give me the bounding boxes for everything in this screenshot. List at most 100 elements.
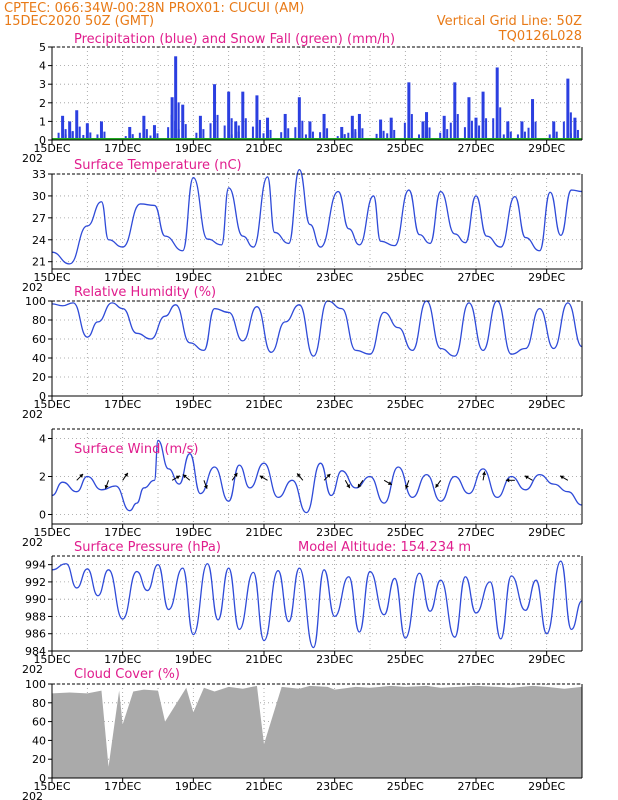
panel-title: Precipitation (blue) and Snow Fall (gree… bbox=[74, 32, 395, 47]
x-tick-label: 25DEC bbox=[387, 398, 424, 411]
x-tick-label: 23DEC bbox=[316, 780, 353, 793]
panel-title: Surface Temperature (nC) bbox=[74, 158, 242, 173]
wind-arrow bbox=[182, 474, 191, 481]
precip-bar bbox=[481, 91, 485, 140]
header-run-time: 15DEC2020 50Z (GMT) bbox=[4, 14, 154, 29]
x-tick-label: 29DEC bbox=[528, 780, 565, 793]
x-tick-label: 23DEC bbox=[316, 142, 353, 155]
precip-bar bbox=[283, 113, 287, 140]
panel-title: Surface Pressure (hPa) bbox=[74, 540, 221, 555]
precip-bar bbox=[421, 131, 424, 140]
panel-title: Relative Humidity (%) bbox=[74, 285, 216, 300]
precip-bar bbox=[103, 131, 106, 140]
precip-bar bbox=[301, 120, 304, 140]
wind-arrow bbox=[405, 480, 410, 489]
precip-bar bbox=[499, 107, 502, 140]
y-tick-label: 990 bbox=[25, 593, 46, 606]
wind-arrow bbox=[171, 475, 181, 481]
wind-arrow bbox=[344, 480, 351, 489]
precip-bar bbox=[181, 104, 185, 140]
header-grid-note: Vertical Grid Line: 50Z bbox=[437, 14, 582, 29]
y-tick-label: 100 bbox=[25, 678, 46, 691]
wind-arrow bbox=[383, 479, 393, 486]
x-tick-label: 15DEC bbox=[33, 653, 70, 666]
precip-bar bbox=[241, 91, 245, 140]
precip-bar bbox=[470, 120, 473, 140]
precip-bar bbox=[350, 115, 354, 140]
precip-bar bbox=[61, 115, 65, 140]
precip-bar bbox=[255, 95, 259, 140]
precip-bar bbox=[244, 118, 247, 140]
x-tick-label: 15DEC bbox=[33, 526, 70, 539]
x-year-stub: 202 bbox=[22, 152, 43, 165]
x-tick-label: 27DEC bbox=[457, 398, 494, 411]
precip-bar bbox=[287, 128, 290, 140]
y-tick-label: 60 bbox=[32, 333, 46, 346]
x-tick-label: 15DEC bbox=[33, 142, 70, 155]
precip-bar bbox=[340, 126, 344, 140]
precip-bar bbox=[375, 133, 378, 140]
wind-arrow-head bbox=[203, 484, 208, 489]
wind-series-line bbox=[51, 439, 583, 514]
precip-bar bbox=[418, 134, 420, 140]
x-tick-label: 29DEC bbox=[528, 398, 565, 411]
wind-arrow-head bbox=[346, 484, 350, 489]
precip-bar bbox=[478, 125, 481, 140]
precip-bar bbox=[294, 127, 297, 140]
x-tick-label: 25DEC bbox=[387, 526, 424, 539]
precip-bar bbox=[442, 115, 446, 140]
precip-bar bbox=[223, 125, 226, 140]
precip-bar bbox=[386, 133, 389, 140]
precip-bar bbox=[251, 126, 254, 140]
wind-arrow bbox=[104, 480, 110, 489]
x-tick-label: 29DEC bbox=[528, 271, 565, 284]
wind-arrow-head bbox=[435, 483, 440, 488]
precip-bar bbox=[576, 129, 579, 140]
precip-bar bbox=[569, 133, 572, 140]
precip-bar bbox=[145, 129, 148, 140]
precip-bar bbox=[495, 67, 499, 140]
precip-bar bbox=[149, 135, 152, 140]
wind-arrow-head bbox=[297, 473, 301, 478]
precip-bar bbox=[425, 112, 429, 140]
wind-arrow-head bbox=[79, 473, 84, 478]
precip-bar bbox=[463, 127, 466, 140]
precip-bar bbox=[230, 118, 233, 140]
precip-bar bbox=[202, 129, 205, 140]
precip-bar bbox=[502, 134, 505, 140]
y-tick-label: 20 bbox=[32, 371, 46, 384]
x-tick-label: 21DEC bbox=[245, 142, 282, 155]
precip-bar bbox=[382, 130, 385, 140]
precip-bar bbox=[389, 117, 393, 140]
precip-bar bbox=[280, 132, 283, 140]
precip-bar bbox=[548, 134, 551, 140]
x-tick-label: 27DEC bbox=[457, 526, 494, 539]
y-tick-label: 40 bbox=[32, 352, 46, 365]
panel-temp: 21 24 27 30 33 15DEC 17DEC 19DEC 21DEC 23DEC 25DEC… bbox=[22, 158, 583, 294]
y-tick-label: 0 bbox=[39, 509, 46, 522]
precip-bar bbox=[456, 114, 459, 140]
wind-arrow bbox=[296, 473, 304, 481]
wind-arrow-head bbox=[233, 472, 238, 477]
precip-bar bbox=[393, 129, 396, 140]
wind-arrow-head bbox=[560, 475, 565, 480]
panel-cloud: 0 20 40 60 80 100 15DEC 17DEC 19DEC 21DEC 23DEC 25D… bbox=[22, 667, 583, 800]
precip-bar bbox=[230, 134, 233, 140]
wind-arrow-head bbox=[259, 475, 264, 480]
precip-bar bbox=[170, 114, 173, 140]
x-tick-label: 19DEC bbox=[175, 780, 212, 793]
precip-bar bbox=[177, 129, 180, 140]
precip-bar bbox=[138, 132, 141, 140]
precip-bar bbox=[128, 126, 132, 140]
precip-bar bbox=[152, 125, 156, 140]
precip-bar bbox=[99, 121, 103, 140]
precip-bar bbox=[85, 123, 89, 140]
precip-bar bbox=[96, 134, 99, 140]
wind-arrow bbox=[357, 480, 364, 488]
precip-bar bbox=[326, 128, 329, 140]
y-tick-label: 988 bbox=[25, 610, 46, 623]
precip-bar bbox=[343, 134, 346, 140]
wind-arrow-head bbox=[405, 484, 409, 489]
precip-bar bbox=[216, 114, 219, 140]
x-tick-label: 21DEC bbox=[245, 271, 282, 284]
